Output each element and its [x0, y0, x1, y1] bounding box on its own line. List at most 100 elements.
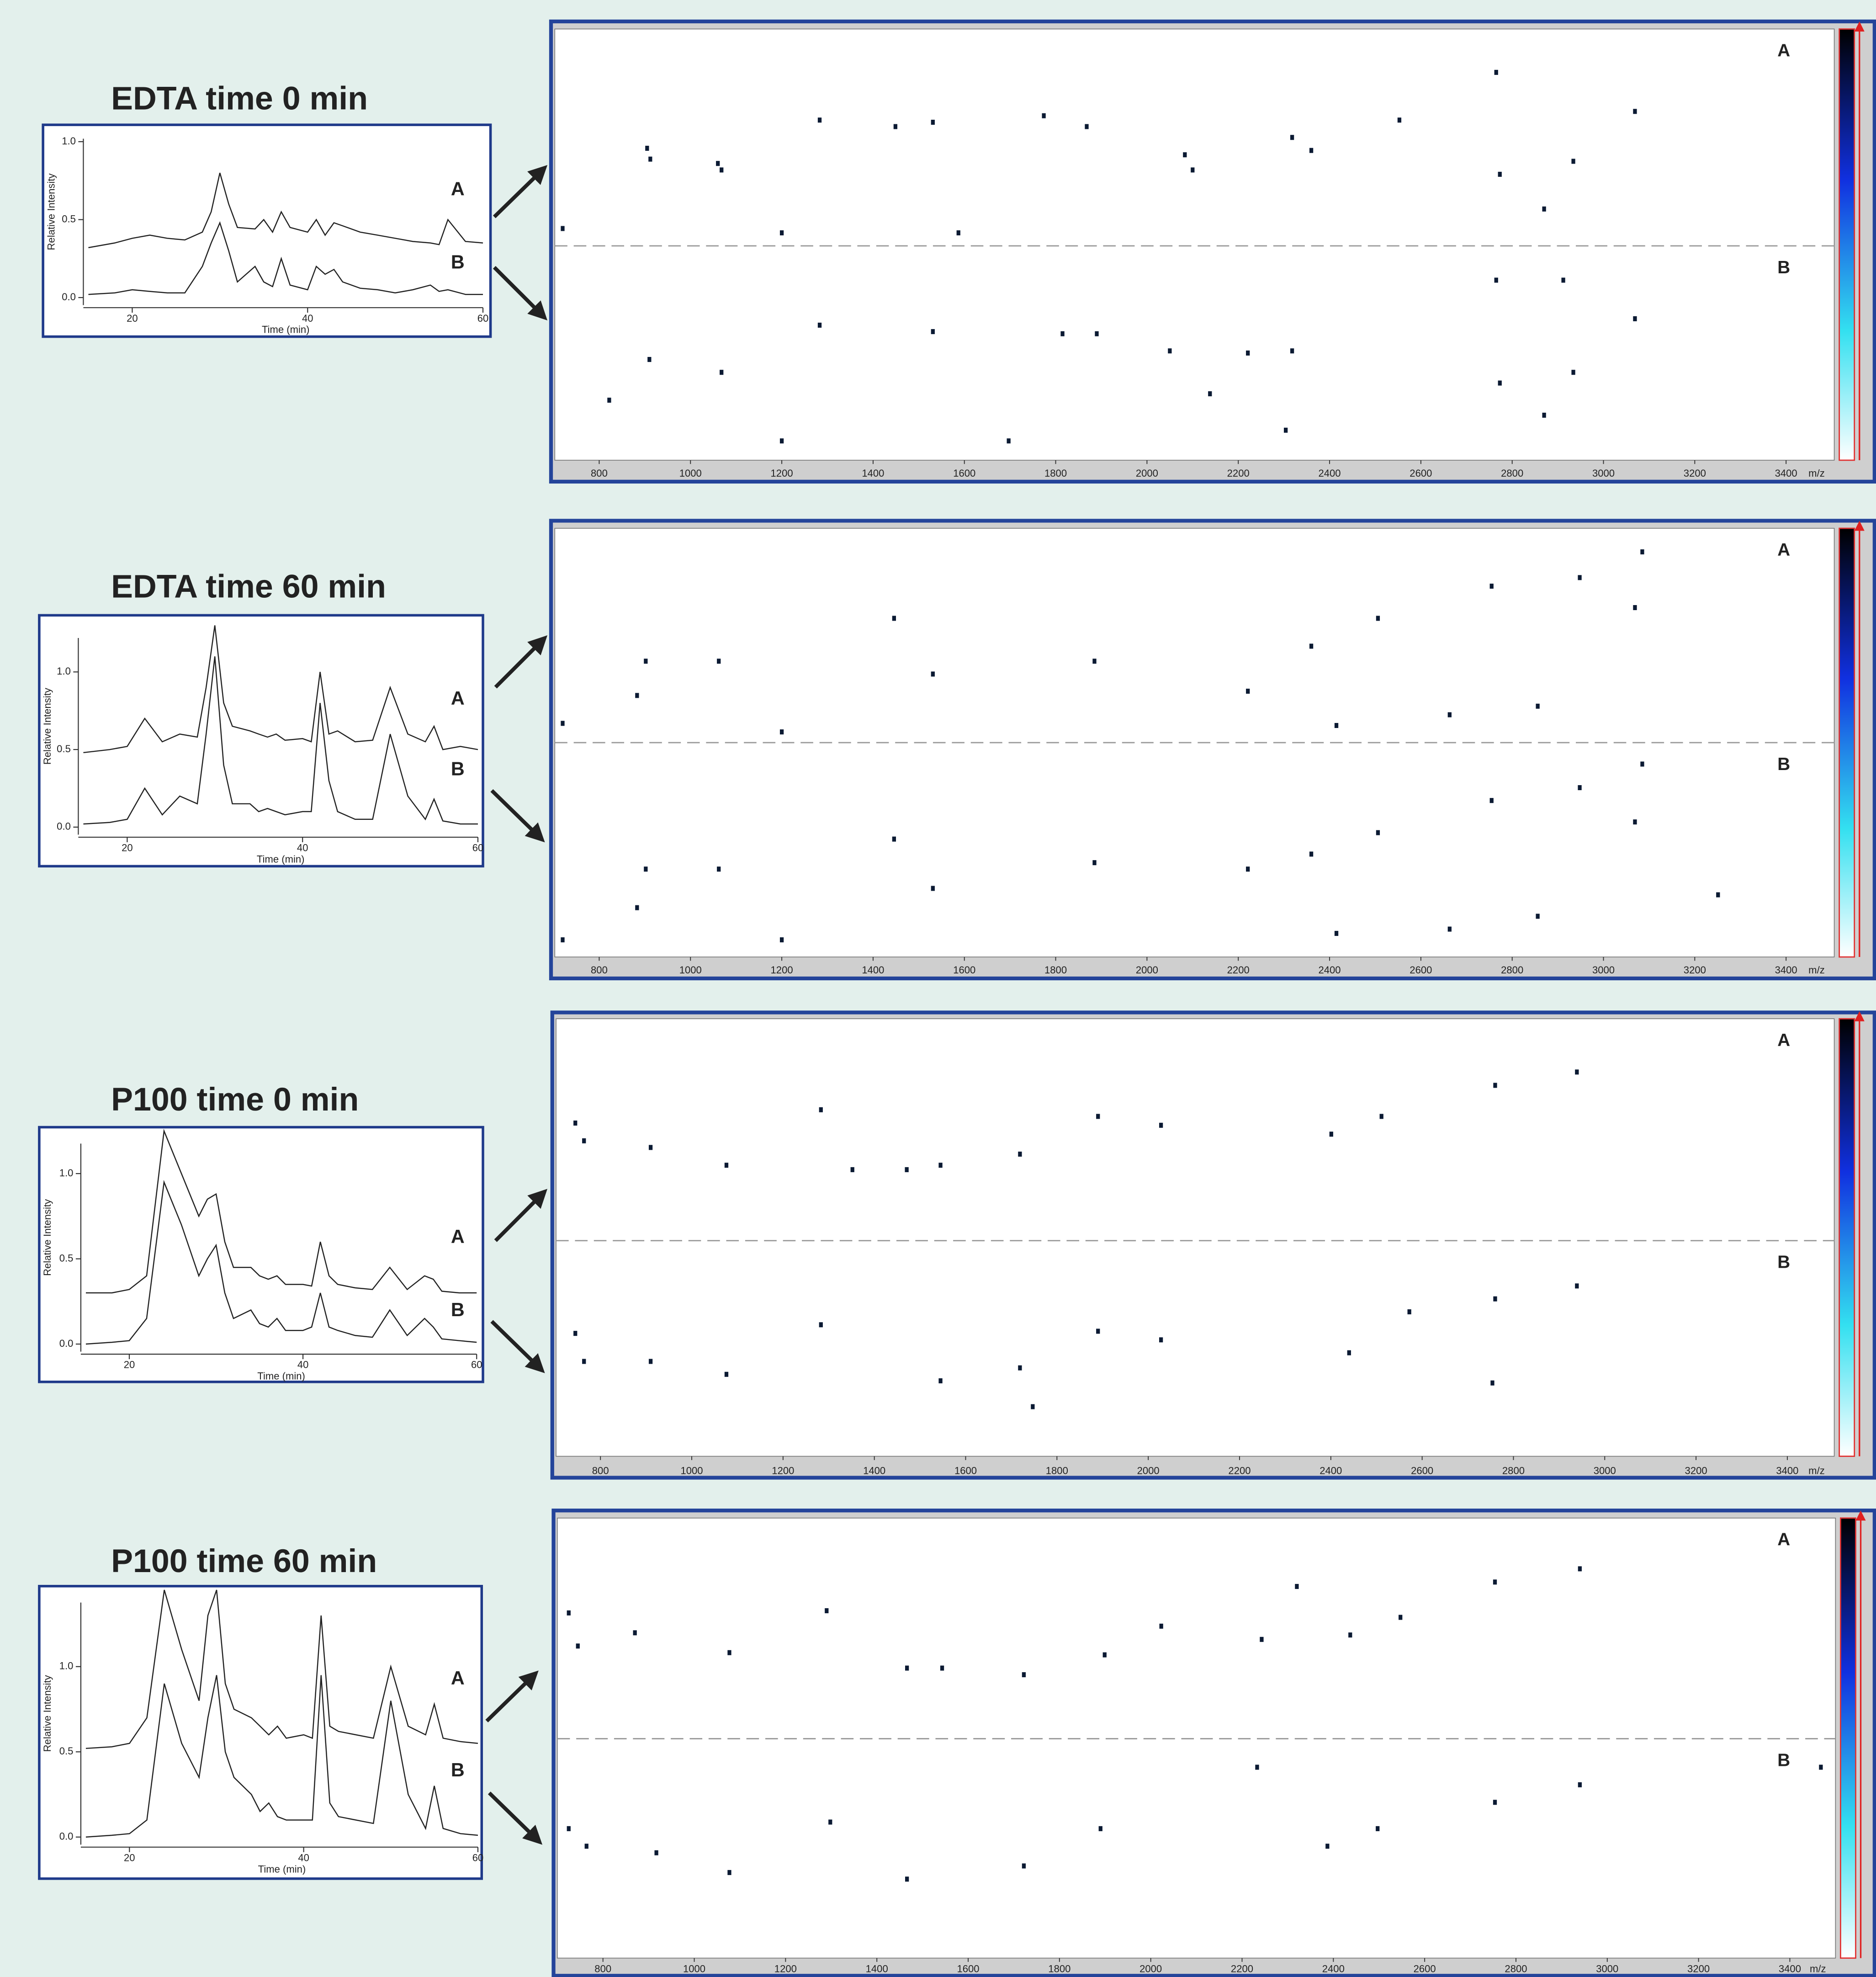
peak-dot — [1640, 549, 1644, 554]
strip-label: B — [1777, 258, 1790, 277]
x-tick-label: 1600 — [954, 1465, 977, 1476]
peak-dot — [607, 398, 611, 403]
trace-label: A — [451, 1668, 465, 1689]
peak-dot — [1575, 1283, 1579, 1288]
x-axis-label: m/z — [1810, 1963, 1826, 1974]
peak-dot — [1376, 1826, 1379, 1831]
peak-dot — [648, 157, 652, 162]
y-tick-label: 0.5 — [59, 1252, 74, 1264]
peak-dot — [1493, 1800, 1497, 1805]
strip-label: B — [1777, 1253, 1790, 1272]
panel-title: EDTA time 60 min — [111, 568, 386, 605]
x-tick-label: 20 — [127, 313, 138, 324]
peak-dot — [649, 1359, 652, 1364]
peak-dot — [727, 1650, 731, 1655]
x-tick-label: 2200 — [1231, 1963, 1253, 1974]
peak-dot — [828, 1819, 832, 1824]
peak-dot — [1716, 892, 1720, 897]
peak-dot — [1542, 413, 1546, 418]
peak-dot — [717, 659, 721, 664]
peak-dot — [585, 1844, 588, 1849]
x-tick-label: 60 — [477, 313, 489, 324]
y-axis-label: Relative Intensity — [42, 688, 53, 765]
x-tick-label: 2600 — [1410, 964, 1432, 976]
x-tick-label: 1600 — [953, 468, 975, 479]
peak-dot — [1099, 1826, 1102, 1831]
x-tick-label: 1600 — [953, 964, 975, 976]
peak-dot — [1398, 117, 1401, 122]
colorbar — [1839, 528, 1855, 957]
peak-dot — [1571, 370, 1575, 375]
peak-dot — [1103, 1653, 1107, 1658]
x-tick-label: 3400 — [1776, 1465, 1798, 1476]
x-tick-label: 3000 — [1596, 1963, 1618, 1974]
peak-dot — [1408, 1309, 1411, 1314]
x-axis-label: Time (min) — [262, 324, 310, 335]
peak-dot — [1575, 1069, 1579, 1074]
peak-dot — [1578, 1566, 1582, 1571]
x-tick-label: 1000 — [683, 1963, 705, 1974]
x-axis-label: m/z — [1808, 964, 1825, 976]
peak-dot — [1399, 1615, 1402, 1620]
peak-dot — [727, 1870, 731, 1875]
y-axis-label: Relative Intensity — [42, 1675, 53, 1752]
peak-dot — [818, 117, 821, 122]
peak-dot — [931, 886, 935, 891]
y-axis-label: Relative Intensity — [42, 1199, 53, 1276]
peak-dot — [825, 1608, 828, 1613]
panel-title: P100 time 0 min — [111, 1081, 359, 1118]
arrow — [496, 638, 545, 687]
peak-dot — [894, 124, 897, 129]
peak-dot — [1007, 438, 1011, 443]
colorbar — [1839, 1019, 1855, 1456]
y-tick-label: 0.5 — [62, 213, 76, 224]
peak-dot — [1633, 316, 1637, 321]
peak-dot — [818, 323, 821, 328]
trace-label: A — [451, 179, 465, 200]
peak-dot — [931, 329, 935, 334]
peak-dot — [1096, 1114, 1100, 1119]
peak-dot — [1260, 1637, 1263, 1642]
peak-dot — [1348, 1632, 1352, 1637]
peak-dot — [1448, 712, 1452, 717]
peak-dot — [1018, 1366, 1022, 1371]
y-tick-label: 1.0 — [57, 665, 71, 677]
peak-dot — [1191, 167, 1194, 172]
peak-dot — [1380, 1114, 1383, 1119]
colorbar — [1839, 29, 1855, 460]
x-tick-label: 3200 — [1684, 964, 1706, 976]
x-tick-label: 3000 — [1592, 468, 1615, 479]
x-tick-label: 3200 — [1687, 1963, 1710, 1974]
peak-dot — [1309, 643, 1313, 648]
x-tick-label: 800 — [591, 964, 608, 976]
x-tick-label: 800 — [594, 1963, 611, 1974]
arrow — [496, 1191, 545, 1241]
peak-dot — [645, 146, 649, 151]
x-tick-label: 3000 — [1594, 1465, 1616, 1476]
peak-dot — [1159, 1337, 1163, 1342]
peak-dot — [1060, 331, 1064, 336]
peak-dot — [1022, 1863, 1026, 1868]
x-axis-label: Time (min) — [257, 1371, 305, 1382]
peak-dot — [1018, 1152, 1022, 1157]
peak-dot — [1571, 159, 1575, 164]
peak-dot — [940, 1666, 944, 1671]
x-tick-label: 2200 — [1227, 468, 1250, 479]
arrow — [494, 267, 545, 318]
peak-dot — [1031, 1404, 1034, 1409]
x-tick-label: 1800 — [1044, 964, 1067, 976]
peak-dot — [1498, 381, 1502, 386]
x-tick-label: 2400 — [1320, 1465, 1342, 1476]
peak-dot — [905, 1666, 909, 1671]
x-tick-label: 1200 — [771, 468, 793, 479]
arrow — [492, 791, 542, 840]
peak-dot — [1536, 914, 1540, 919]
arrow — [494, 168, 545, 217]
x-tick-label: 2800 — [1501, 964, 1523, 976]
trace-label: B — [451, 759, 465, 780]
peak-dot — [1168, 348, 1171, 353]
peak-dot — [716, 161, 720, 166]
x-axis-label: Time (min) — [257, 853, 305, 865]
x-tick-label: 40 — [297, 1359, 309, 1371]
peak-dot — [1309, 851, 1313, 856]
